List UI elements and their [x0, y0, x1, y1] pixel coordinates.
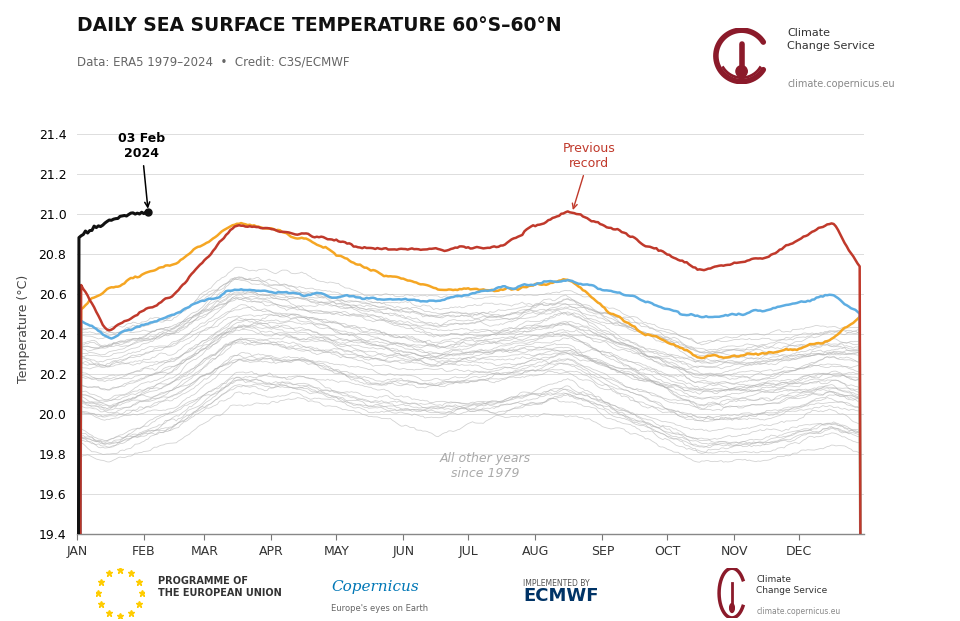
Text: All other years
since 1979: All other years since 1979: [440, 452, 531, 480]
Text: climate.copernicus.eu: climate.copernicus.eu: [787, 79, 895, 89]
Text: IMPLEMENTED BY: IMPLEMENTED BY: [523, 579, 589, 588]
Text: DAILY SEA SURFACE TEMPERATURE 60°S–60°N: DAILY SEA SURFACE TEMPERATURE 60°S–60°N: [77, 16, 562, 35]
Y-axis label: Temperature (°C): Temperature (°C): [17, 275, 30, 383]
Text: Copernicus: Copernicus: [331, 580, 419, 594]
Text: Europe's eyes on Earth: Europe's eyes on Earth: [331, 604, 428, 613]
Text: 03 Feb
2024: 03 Feb 2024: [118, 132, 165, 207]
Circle shape: [730, 604, 734, 612]
Text: Climate
Change Service: Climate Change Service: [787, 28, 875, 51]
Circle shape: [736, 66, 747, 77]
Text: Previous
record: Previous record: [563, 142, 615, 209]
Text: climate.copernicus.eu: climate.copernicus.eu: [756, 607, 841, 616]
Text: ECMWF: ECMWF: [523, 587, 599, 605]
Text: Climate
Change Service: Climate Change Service: [756, 575, 828, 595]
Text: Data: ERA5 1979–2024  •  Credit: C3S/ECMWF: Data: ERA5 1979–2024 • Credit: C3S/ECMWF: [77, 56, 349, 69]
Text: PROGRAMME OF
THE EUROPEAN UNION: PROGRAMME OF THE EUROPEAN UNION: [158, 576, 282, 597]
